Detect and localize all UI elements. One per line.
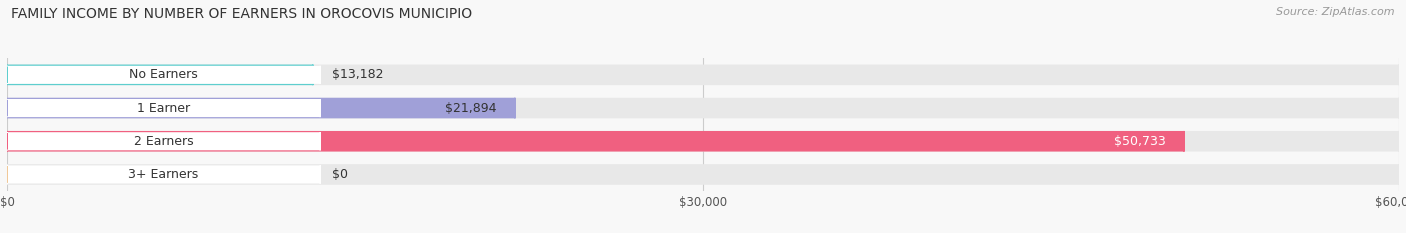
Text: 2 Earners: 2 Earners xyxy=(134,135,194,148)
Text: 3+ Earners: 3+ Earners xyxy=(128,168,198,181)
FancyBboxPatch shape xyxy=(7,65,1399,85)
FancyBboxPatch shape xyxy=(7,164,1399,185)
FancyBboxPatch shape xyxy=(7,98,1399,118)
Text: $13,182: $13,182 xyxy=(332,68,384,81)
Text: $0: $0 xyxy=(332,168,347,181)
Text: FAMILY INCOME BY NUMBER OF EARNERS IN OROCOVIS MUNICIPIO: FAMILY INCOME BY NUMBER OF EARNERS IN OR… xyxy=(11,7,472,21)
FancyBboxPatch shape xyxy=(7,65,312,85)
FancyBboxPatch shape xyxy=(7,165,321,184)
Text: 1 Earner: 1 Earner xyxy=(136,102,190,115)
FancyBboxPatch shape xyxy=(7,66,321,84)
Text: $50,733: $50,733 xyxy=(1114,135,1166,148)
Text: $21,894: $21,894 xyxy=(444,102,496,115)
FancyBboxPatch shape xyxy=(7,98,515,118)
FancyBboxPatch shape xyxy=(7,99,321,117)
Text: Source: ZipAtlas.com: Source: ZipAtlas.com xyxy=(1277,7,1395,17)
FancyBboxPatch shape xyxy=(7,131,1399,151)
Text: No Earners: No Earners xyxy=(129,68,198,81)
FancyBboxPatch shape xyxy=(7,131,1184,151)
FancyBboxPatch shape xyxy=(7,132,321,150)
